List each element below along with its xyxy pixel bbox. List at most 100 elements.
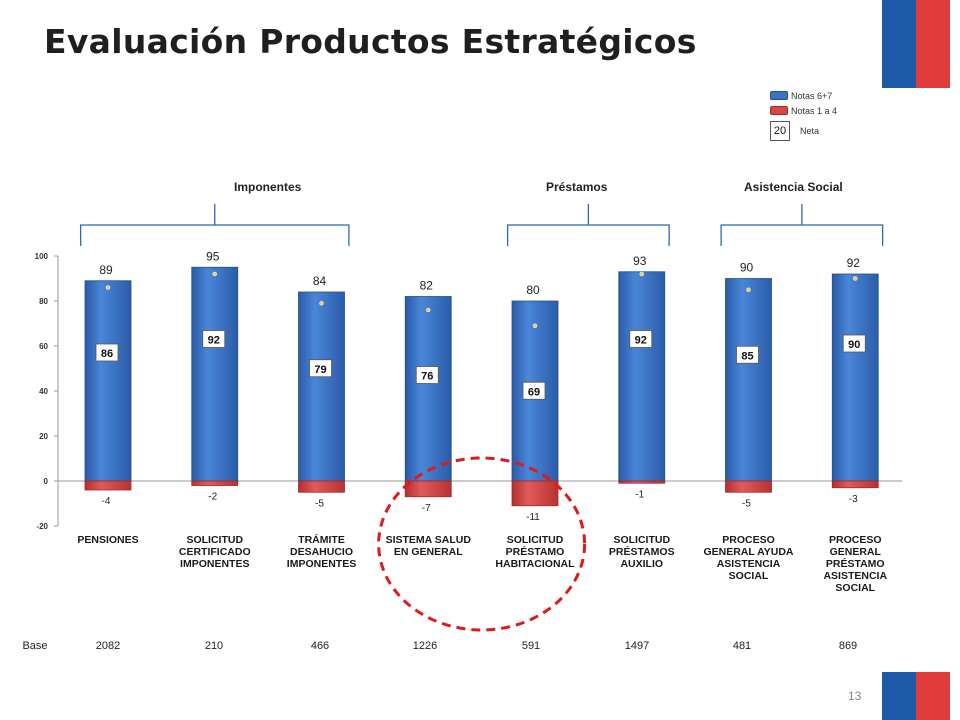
page-number: 13: [848, 689, 862, 703]
bar-negative: [404, 480, 452, 498]
bar-positive: [725, 278, 772, 482]
value-label-positive: 89: [99, 263, 113, 277]
value-label-negative: -1: [635, 489, 644, 500]
legend-swatch-negative: [770, 106, 788, 115]
value-label-negative: -2: [208, 492, 217, 503]
neta-box: [629, 330, 653, 348]
category-label: DESAHUCIO: [290, 546, 353, 558]
category-label: SOLICITUD: [186, 534, 243, 546]
neta-value: 92: [208, 335, 220, 347]
base-value: 1226: [412, 640, 438, 652]
value-label-positive: 95: [206, 249, 220, 263]
neta-marker: [426, 307, 431, 313]
category-label: SISTEMA SALUD: [386, 534, 472, 546]
base-value: 1497: [624, 640, 650, 652]
legend-item-positive: Notas 6+7: [770, 88, 837, 103]
category-label: TRÁMITE: [298, 533, 345, 546]
category-label: PENSIONES: [77, 534, 138, 546]
neta-value: 85: [741, 350, 753, 362]
value-label-negative: -4: [102, 496, 111, 507]
legend-neta-box: 20: [770, 121, 790, 141]
base-row: Base 2082 210 466 1226 591 1497 481 869: [0, 640, 960, 656]
neta-value: 79: [314, 364, 326, 376]
value-label-positive: 92: [847, 256, 861, 270]
bar-negative: [618, 480, 666, 484]
base-value: 466: [310, 640, 330, 652]
legend-swatch-positive: [770, 91, 788, 100]
neta-box: [309, 359, 332, 378]
bar-positive: [831, 273, 879, 482]
bar-negative: [298, 480, 345, 493]
neta-value: 86: [101, 348, 113, 360]
group-label-asistencia: Asistencia Social: [744, 180, 843, 194]
group-label-imponentes: Imponentes: [234, 180, 302, 194]
neta-marker: [319, 301, 324, 306]
y-tick-label: 20: [39, 432, 48, 441]
flag-bottom-right: [882, 672, 950, 720]
y-tick-label: 40: [39, 387, 48, 396]
category-label: IMPONENTES: [287, 558, 356, 570]
neta-value: 76: [421, 371, 433, 383]
bar-negative: [511, 480, 559, 507]
value-label-positive: 93: [633, 254, 647, 268]
value-label-negative: -7: [422, 503, 431, 514]
base-value: 2082: [95, 640, 121, 652]
legend-label-negative: Notas 1 a 4: [791, 105, 838, 116]
category-label: IMPONENTES: [180, 558, 249, 570]
neta-marker: [105, 285, 111, 290]
base-value: 210: [204, 640, 224, 652]
category-label: GENERAL AYUDA: [703, 546, 793, 558]
flag-top-right: [882, 0, 950, 88]
group-bracket: [79, 204, 350, 246]
bar-positive: [84, 280, 132, 482]
base-value: 481: [732, 640, 752, 652]
category-label: ASISTENCIA: [717, 558, 781, 570]
category-label: HABITACIONAL: [495, 558, 575, 570]
base-value: 869: [838, 640, 858, 652]
y-tick-label: 80: [39, 297, 48, 306]
bar-negative: [84, 480, 132, 491]
neta-marker: [853, 276, 858, 281]
neta-box: [95, 343, 119, 362]
group-label-prestamos: Préstamos: [546, 180, 608, 194]
neta-value: 92: [635, 335, 647, 347]
bar-negative: [831, 480, 879, 489]
bar-positive: [404, 296, 452, 482]
page-title: Evaluación Productos Estratégicos: [44, 22, 697, 61]
category-label: PRÉSTAMOS: [609, 545, 675, 558]
group-bracket: [506, 204, 670, 246]
bar-negative: [725, 480, 772, 493]
base-value: 591: [521, 640, 541, 652]
bar-chart: -20 0 20 40 60 80 100 89 -4 86 95 -2 92 84 -5 79 82 -7 76…: [35, 204, 902, 632]
legend-label-positive: Notas 6+7: [791, 90, 833, 101]
category-label: ASISTENCIA: [823, 570, 887, 582]
y-tick-label: -20: [36, 522, 48, 531]
bar-positive: [191, 266, 239, 482]
category-label: PRÉSTAMO: [506, 545, 565, 558]
neta-marker: [532, 323, 538, 328]
neta-box: [202, 330, 226, 348]
chart-legend: Notas 6+7 Notas 1 a 4 20 Neta: [770, 88, 837, 141]
value-label-positive: 84: [313, 274, 327, 288]
category-label: PRÉSTAMO: [826, 557, 885, 570]
neta-value: 69: [528, 386, 540, 398]
category-label: AUXILIO: [620, 558, 663, 570]
group-bracket: [720, 204, 884, 246]
category-label: SOCIAL: [729, 570, 769, 582]
y-tick-label: 60: [39, 342, 48, 351]
neta-marker: [212, 271, 217, 277]
value-label-negative: -5: [742, 498, 751, 509]
bar-positive: [618, 271, 666, 482]
value-label-negative: -3: [849, 494, 858, 505]
legend-item-neta: 20 Neta: [770, 121, 837, 141]
value-label-positive: 90: [740, 261, 754, 275]
category-label: SOCIAL: [835, 582, 875, 594]
y-tick-label: 100: [35, 252, 49, 261]
value-label-positive: 80: [526, 283, 540, 297]
legend-neta-label: Neta: [800, 126, 820, 136]
category-label: SOLICITUD: [613, 534, 670, 546]
category-label: SOLICITUD: [507, 534, 564, 546]
category-label: EN GENERAL: [394, 546, 463, 558]
bar-negative: [191, 480, 239, 486]
neta-box: [522, 381, 546, 400]
